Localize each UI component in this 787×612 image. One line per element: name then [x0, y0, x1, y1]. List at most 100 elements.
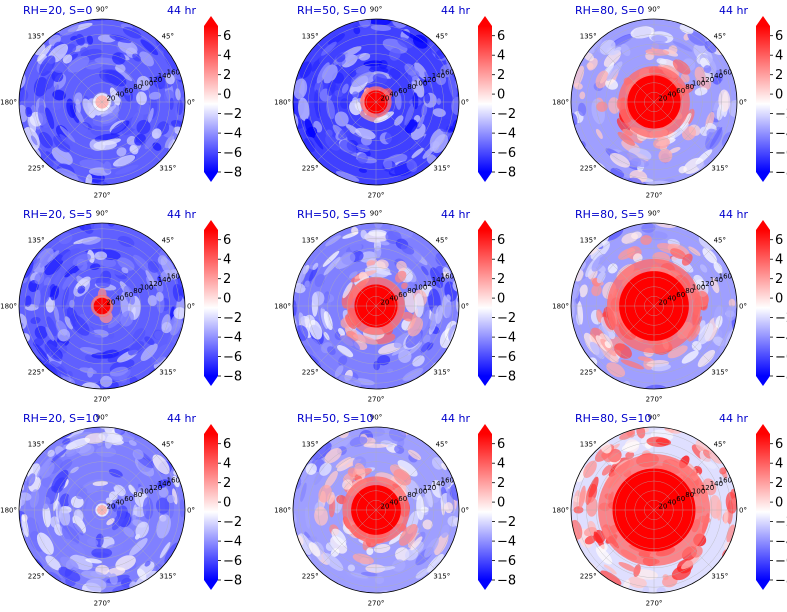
angular-gridline: [653, 247, 713, 307]
angular-gridline: [43, 43, 103, 103]
field-cell: [617, 131, 636, 146]
field-cell: [422, 519, 433, 530]
field-cell: [424, 486, 433, 508]
field-cell: [579, 284, 588, 298]
angle-label: 45°: [714, 441, 726, 449]
angular-gridline: [595, 247, 655, 307]
field-cell: [65, 437, 91, 450]
angle-label: 45°: [162, 33, 174, 41]
field-cell: [680, 73, 690, 83]
field-cell: [435, 73, 447, 86]
field-cell: [36, 148, 54, 167]
field-cell: [99, 257, 117, 268]
field-cell: [358, 168, 368, 173]
colorbar-tick-label: 0: [775, 292, 783, 307]
field-cell: [59, 232, 73, 245]
field-cell: [316, 62, 330, 84]
panel: 90°45°0°315°270°225°180°135°20 40 60 801001…: [552, 208, 787, 404]
field-cell: [620, 359, 645, 370]
radial-tick-label: 20: [380, 298, 389, 306]
field-cell: [54, 306, 60, 322]
field-cell: [726, 524, 736, 543]
field-cell: [73, 522, 84, 536]
angular-gridline: [101, 305, 161, 365]
polar-grid: [571, 223, 737, 389]
field-cell: [668, 45, 678, 55]
colorbar-tick-label: −6: [775, 554, 787, 569]
colorbar-body: [478, 434, 492, 580]
radial-tick-label: 60: [676, 87, 685, 95]
angle-label: 315°: [159, 572, 176, 580]
field-cell: [67, 55, 90, 73]
angle-label: 225°: [28, 572, 45, 580]
field-cell: [404, 102, 415, 126]
field-cell: [323, 311, 333, 331]
field-cell: [421, 265, 429, 276]
field-cell: [715, 315, 723, 328]
field-cell: [147, 260, 160, 273]
angle-label: 225°: [580, 164, 597, 172]
field-cell: [146, 276, 154, 288]
field-cell: [421, 309, 430, 331]
field-cell: [75, 33, 85, 46]
angular-gridline: [375, 451, 435, 511]
field-cell: [34, 325, 48, 340]
field-cell: [326, 99, 335, 120]
field-cell: [351, 71, 374, 88]
angular-gridline: [317, 305, 377, 365]
radial-tick-label: 20: [658, 298, 667, 306]
angle-label: 315°: [159, 164, 176, 172]
angular-gridline: [101, 101, 161, 161]
colorbar-tick-label: 0: [775, 496, 783, 511]
field-cell: [335, 171, 360, 182]
panel: 90°45°0°315°270°225°180°135°20 40 60 801001…: [552, 412, 787, 608]
field-cell: [151, 128, 162, 139]
radial-tick-label: 120: [149, 484, 162, 492]
radial-tick-label: 80: [133, 491, 142, 499]
field-cell: [150, 269, 164, 293]
field-cell: [412, 92, 419, 110]
colorbar-tick-label: 6: [775, 29, 783, 44]
angle-label: 0°: [187, 507, 195, 515]
colorbar-extend-min: [478, 172, 492, 182]
field-cell: [571, 282, 580, 300]
panel-title: RH=80, S=0: [575, 4, 644, 17]
field-cell: [395, 91, 402, 110]
angle-label: 225°: [28, 368, 45, 376]
colorbar-tick-label: −8: [775, 166, 787, 181]
field-cell: [30, 317, 41, 324]
field-cell: [589, 341, 605, 360]
angle-label: 180°: [552, 303, 569, 311]
field-cell: [618, 248, 636, 260]
field-cell: [609, 153, 631, 168]
field-cell: [429, 305, 438, 331]
field-cell: [110, 120, 130, 135]
field-cell: [75, 276, 91, 290]
field-cell: [57, 328, 71, 342]
field-cell: [46, 449, 67, 467]
field-cell: [165, 73, 175, 85]
radial-tick-label: 100: [140, 284, 153, 292]
field-cell: [139, 51, 154, 67]
polar-grid: [571, 19, 737, 185]
colorbar-extend-min: [756, 172, 770, 182]
field-cell: [712, 75, 722, 85]
colorbar-tick-label: −8: [223, 166, 242, 181]
colorbar: 6 4 2 0 −2 −4 −6 −8: [756, 16, 787, 182]
radial-tick-label: 40: [389, 499, 398, 507]
angular-gridline: [653, 305, 713, 365]
field-cell: [34, 343, 50, 363]
field-cell: [402, 367, 424, 381]
field-cell: [622, 128, 643, 144]
angle-label: 135°: [580, 33, 597, 41]
field-cell: [36, 248, 54, 268]
field-cell: [593, 531, 605, 550]
field-cell: [596, 101, 608, 112]
angular-gridline: [375, 509, 435, 569]
field-cell: [401, 282, 408, 290]
field-cell: [323, 256, 341, 276]
radial-tick-label: 120: [149, 76, 162, 84]
field-cell: [70, 35, 77, 41]
radial-tick-label: 160: [167, 69, 180, 77]
field-cell: [687, 324, 701, 342]
